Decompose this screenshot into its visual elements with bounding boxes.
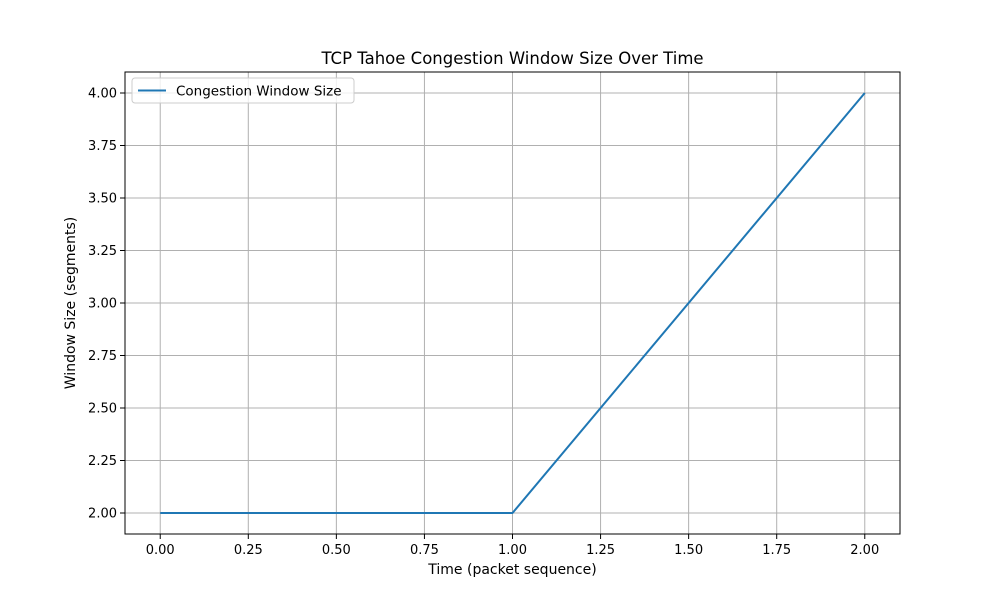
x-tick-label: 1.50 bbox=[674, 543, 703, 558]
x-axis: 0.00 0.25 0.50 0.75 1.00 1.25 1.50 1.75 2.00 bbox=[146, 534, 879, 558]
series-line-congestion-window-size bbox=[160, 92, 866, 514]
x-tick-label: 0.50 bbox=[322, 543, 351, 558]
x-tick-label: 1.25 bbox=[586, 543, 615, 558]
series-layer bbox=[160, 92, 866, 514]
y-tick-label: 3.00 bbox=[88, 297, 117, 312]
y-tick-label: 4.00 bbox=[88, 87, 117, 102]
x-tick-label: 2.00 bbox=[850, 543, 879, 558]
x-tick-label: 0.75 bbox=[410, 543, 439, 558]
y-tick-label: 2.50 bbox=[88, 402, 117, 417]
x-tick-label: 1.00 bbox=[498, 543, 527, 558]
legend-box bbox=[131, 77, 355, 104]
y-tick-label: 3.50 bbox=[88, 192, 117, 207]
y-tick-label: 2.75 bbox=[88, 349, 117, 364]
y-tick-label: 2.25 bbox=[88, 454, 117, 469]
x-tick-label: 1.75 bbox=[762, 543, 791, 558]
y-axis-label: Window Size (segments) bbox=[63, 217, 79, 389]
chart-title: TCP Tahoe Congestion Window Size Over Ti… bbox=[320, 49, 703, 68]
y-tick-label: 2.00 bbox=[88, 507, 117, 522]
y-tick-label: 3.75 bbox=[88, 139, 117, 154]
y-axis: 2.00 2.25 2.50 2.75 3.00 3.25 3.50 3.75 4.00 bbox=[88, 87, 125, 522]
legend: Congestion Window Size bbox=[131, 77, 355, 104]
y-tick-label: 3.25 bbox=[88, 244, 117, 259]
x-tick-label: 0.25 bbox=[234, 543, 263, 558]
x-tick-label: 0.00 bbox=[146, 543, 175, 558]
x-axis-label: Time (packet sequence) bbox=[427, 562, 596, 578]
legend-label-congestion-window-size: Congestion Window Size bbox=[176, 84, 342, 100]
